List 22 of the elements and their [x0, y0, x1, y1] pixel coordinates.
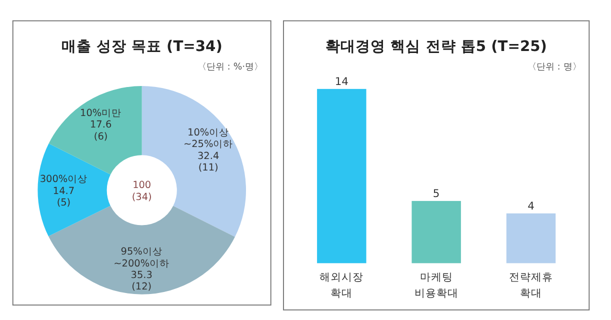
data-label: 32.4 (11): [198, 150, 220, 174]
chart-subtitle: 〈단위 : 명〉: [527, 61, 582, 72]
chart-title: 매출 성장 목표 (T=34): [61, 38, 222, 55]
slice-label: 10%미만: [80, 108, 122, 119]
donut-slice: [48, 86, 142, 174]
data-label: 5: [432, 187, 440, 200]
slice-label: 300%이상: [40, 174, 88, 186]
data-label: 35.3 (12): [130, 270, 152, 293]
data-label: 4: [528, 200, 535, 213]
x-tick-label: 마케팅 비용확대: [414, 270, 458, 300]
donut-slice: [48, 206, 235, 294]
donut-slice: [38, 143, 111, 236]
slice-label: 10%이상 ~25%이하: [183, 128, 234, 150]
x-tick-label: 해외시장 확대: [320, 270, 364, 300]
text: 100 (34): [132, 180, 152, 203]
data-label: 17.6 (6): [90, 120, 112, 142]
x-tick-label: 전략제휴 확대: [509, 270, 554, 300]
chart-title: 확대경영 핵심 전략 톱5 (T=25): [326, 38, 547, 55]
data-label: 14: [334, 75, 349, 88]
chart-subtitle: 〈단위 : %·명〉: [197, 61, 264, 72]
slice-label: 95%이상 ~200%이하: [114, 246, 170, 270]
data-label: 14.7 (5): [52, 186, 75, 209]
